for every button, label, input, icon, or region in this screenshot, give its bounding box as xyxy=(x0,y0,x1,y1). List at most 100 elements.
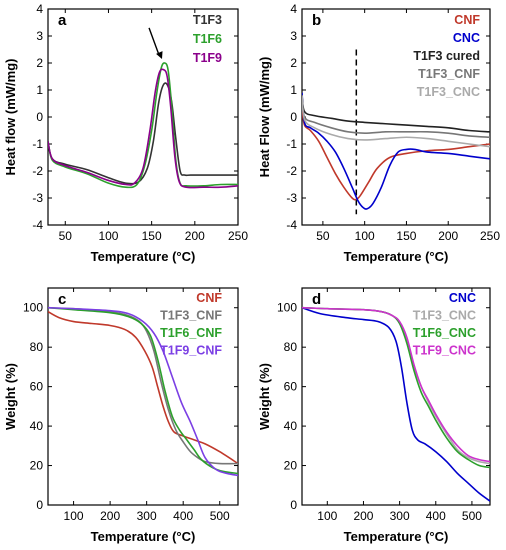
y-axis-label: Weight (%) xyxy=(3,363,18,430)
legend-entry: CNC xyxy=(453,31,480,45)
y-tick-label: 0 xyxy=(290,110,297,124)
legend-entry: T1F6 xyxy=(193,32,222,46)
panel-letter: c xyxy=(58,291,66,308)
panel-b: 50 100 150 200 250 -4 -3 -2 -1 0 1 2 3 4 CNF CNC T1F3 cu… xyxy=(257,2,500,264)
series-line-t1f9 xyxy=(48,68,238,189)
y-tick-label: 3 xyxy=(290,29,297,43)
y-tick-label: 0 xyxy=(290,498,297,512)
x-tick-label: 200 xyxy=(353,509,373,523)
y-tick-label: 0 xyxy=(36,498,43,512)
legend-entry: T1F6_CNC xyxy=(413,326,476,340)
y-tick-label: 4 xyxy=(36,2,43,16)
y-axis-label: Weight (%) xyxy=(257,363,272,430)
series-line-t1f3-cnf xyxy=(302,95,490,139)
annotation-arrow xyxy=(148,27,163,59)
series-line-t1f9-cnf xyxy=(48,306,238,477)
y-tick-label: 60 xyxy=(30,380,44,394)
x-tick-label: 500 xyxy=(210,509,230,523)
x-tick-label: 100 xyxy=(98,229,118,243)
legend-entry: T1F9 xyxy=(193,51,222,65)
y-tick-label: 100 xyxy=(23,301,43,315)
series-line-t1f3-cured xyxy=(302,95,490,133)
plot-frame xyxy=(301,287,491,506)
series-line-cnc xyxy=(302,92,490,210)
series-line-t1f3-cnc xyxy=(302,95,490,148)
panel-letter: b xyxy=(312,12,321,29)
y-axis-label: Heat flow (mW/mg) xyxy=(3,59,18,176)
y-tick-label: -1 xyxy=(32,137,43,151)
x-tick-label: 200 xyxy=(100,509,120,523)
series-group xyxy=(302,92,490,210)
legend-entry: CNF xyxy=(454,13,480,27)
series-line-cnf xyxy=(48,310,238,465)
x-tick-label: 300 xyxy=(137,509,157,523)
x-axis-label: Temperature (°C) xyxy=(91,529,196,544)
arrow-head xyxy=(156,51,163,59)
y-tick-label: -3 xyxy=(286,191,297,205)
y-tick-label: 20 xyxy=(284,459,298,473)
y-tick-label: 20 xyxy=(30,459,44,473)
x-tick-label: 50 xyxy=(316,229,330,243)
y-tick-label: 3 xyxy=(36,29,43,43)
panel-d: 100 200 300 400 500 0 20 40 60 80 100 CNC T1F3_CNC T1… xyxy=(257,287,491,544)
series-group xyxy=(48,62,238,189)
x-tick-label: 500 xyxy=(462,509,482,523)
series-line-cnc xyxy=(302,306,490,502)
x-tick-label: 150 xyxy=(142,229,162,243)
x-tick-label: 100 xyxy=(317,509,337,523)
series-group xyxy=(48,306,238,477)
legend-entry: T1F9_CNF xyxy=(160,344,222,358)
y-tick-label: 80 xyxy=(284,340,298,354)
legend-entry: T1F9_CNC xyxy=(413,344,476,358)
x-axis-label: Temperature (°C) xyxy=(344,529,449,544)
series-line-t1f9-cnc xyxy=(302,306,490,463)
legend-entry: CNC xyxy=(449,291,476,305)
x-tick-label: 100 xyxy=(355,229,375,243)
y-tick-label: -4 xyxy=(32,218,43,232)
legend-entry: T1F3 xyxy=(193,13,222,27)
legend-entry: T1F6_CNF xyxy=(160,326,222,340)
panel-letter: d xyxy=(312,291,321,308)
y-tick-label: -1 xyxy=(286,137,297,151)
x-tick-label: 400 xyxy=(173,509,193,523)
y-axis-label: Heat Flow (mW/mg) xyxy=(257,57,272,178)
y-tick-label: -3 xyxy=(32,191,43,205)
y-tick-label: -2 xyxy=(286,164,297,178)
x-tick-label: 50 xyxy=(59,229,73,243)
x-tick-label: 400 xyxy=(426,509,446,523)
x-tick-label: 300 xyxy=(390,509,410,523)
y-tick-label: 1 xyxy=(36,83,43,97)
y-tick-label: 4 xyxy=(290,2,297,16)
y-tick-label: 1 xyxy=(290,83,297,97)
x-tick-label: 100 xyxy=(64,509,84,523)
x-tick-label: 250 xyxy=(480,229,500,243)
legend-entry: T1F3_CNF xyxy=(418,67,480,81)
series-line-cnf xyxy=(302,108,490,201)
series-line-t1f3 xyxy=(48,82,238,185)
y-tick-label: -2 xyxy=(32,164,43,178)
y-tick-label: 40 xyxy=(284,419,298,433)
x-tick-label: 150 xyxy=(396,229,416,243)
panel-a: 50 100 150 200 250 -4 -3 -2 -1 0 1 2 3 4 T1F3 T1F6 T1F9 a… xyxy=(3,2,248,264)
legend-entry: T1F3_CNF xyxy=(160,309,222,323)
legend-entry: T1F3 cured xyxy=(413,49,480,63)
legend-entry: T1F3_CNC xyxy=(413,309,476,323)
x-axis-label: Temperature (°C) xyxy=(91,249,196,264)
series-line-t1f6 xyxy=(48,62,238,189)
x-tick-label: 200 xyxy=(185,229,205,243)
plot-frame xyxy=(47,287,239,506)
legend-entry: CNF xyxy=(196,291,222,305)
y-tick-label: 60 xyxy=(284,380,298,394)
panel-letter: a xyxy=(58,12,67,29)
y-tick-label: 40 xyxy=(30,419,44,433)
y-tick-label: 0 xyxy=(36,110,43,124)
y-tick-label: 100 xyxy=(277,301,297,315)
series-line-t1f6-cnf xyxy=(48,306,238,475)
y-tick-label: -4 xyxy=(286,218,297,232)
series-group xyxy=(302,306,490,502)
arrow-shaft xyxy=(148,27,160,56)
x-tick-label: 250 xyxy=(228,229,248,243)
panel-c: 100 200 300 400 500 0 20 40 60 80 100 CNF T1F3_CNF T1… xyxy=(3,287,239,544)
x-tick-label: 200 xyxy=(438,229,458,243)
